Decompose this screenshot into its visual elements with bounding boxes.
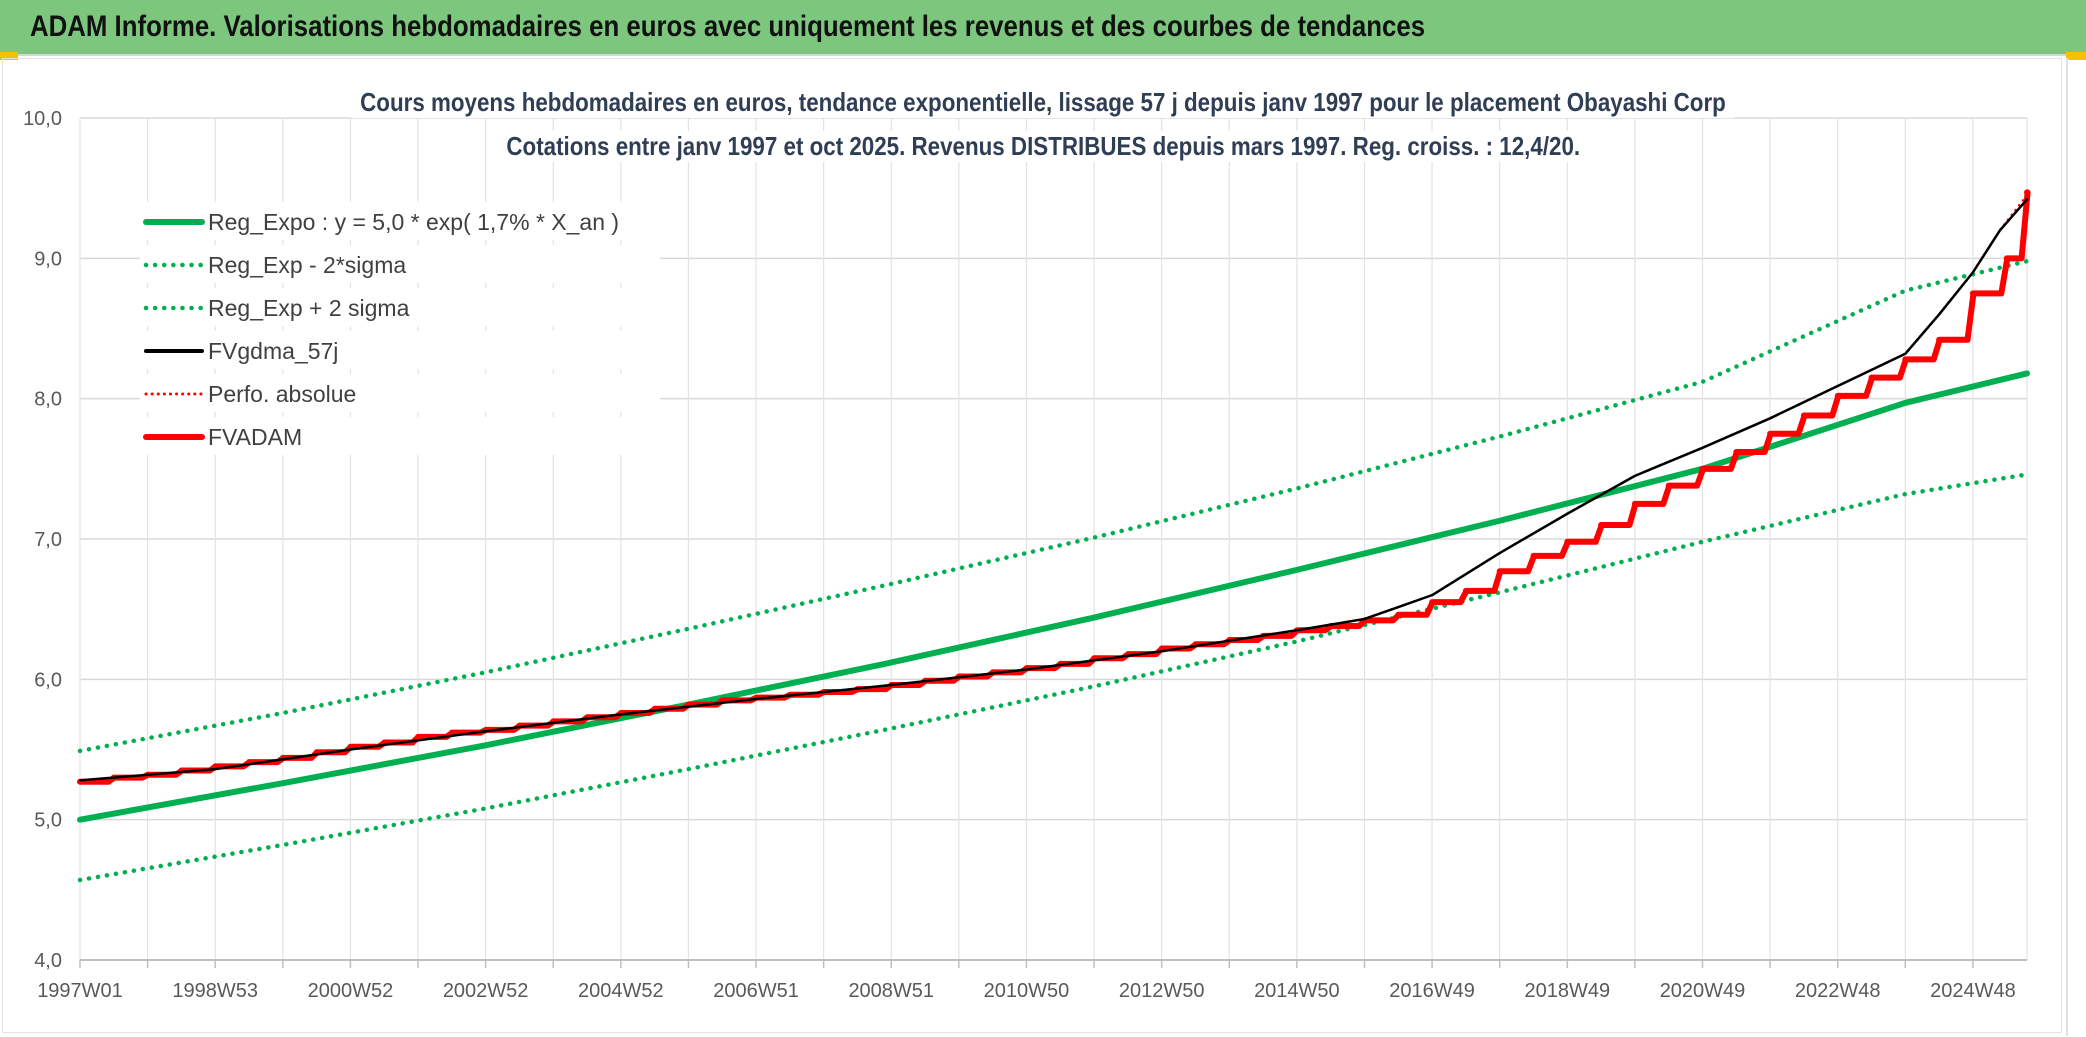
- report-title: ADAM Informe. Valorisations hebdomadaire…: [30, 10, 1426, 43]
- chart-subtitle-box: Cotations entre janv 1997 et oct 2025. R…: [0, 131, 2086, 162]
- x-tick-label: 1998W53: [172, 980, 258, 1002]
- report-header: ADAM Informe. Valorisations hebdomadaire…: [0, 0, 2086, 56]
- legend-label: FVgdma_57j: [208, 338, 338, 364]
- series-line-0: [77, 370, 2030, 823]
- x-tick-label: 2012W50: [1119, 980, 1205, 1002]
- y-tick-label: 6,0: [34, 669, 62, 691]
- chart-series-lines: [77, 189, 2031, 883]
- x-tick-label: 2018W49: [1524, 980, 1610, 1002]
- y-tick-label: 5,0: [34, 810, 62, 832]
- x-tick-label: 2002W52: [443, 980, 529, 1002]
- series-line-1: [77, 472, 2030, 883]
- x-tick-label: 1997W01: [37, 980, 123, 1002]
- x-tick-label: 2006W51: [713, 980, 799, 1002]
- x-tick-label: 2004W52: [578, 980, 664, 1002]
- chart-subtitle: Cotations entre janv 1997 et oct 2025. R…: [497, 131, 1589, 162]
- legend-bg: [140, 331, 660, 369]
- chart-title: Cours moyens hebdomadaires en euros, ten…: [351, 87, 1735, 118]
- x-tick-label: 2024W48: [1930, 980, 2016, 1002]
- x-tick-label: 2022W48: [1795, 980, 1881, 1002]
- series-line-3: [78, 198, 2029, 782]
- legend-label: Reg_Exp + 2 sigma: [208, 295, 410, 321]
- y-tick-label: 4,0: [34, 950, 62, 972]
- legend-label: FVADAM: [208, 424, 302, 450]
- y-tick-label: 8,0: [34, 389, 62, 411]
- chart-axes: 4,0 5,0 6,0 7,0 8,0 9,0 10,0 1997W01 1998W53 2000…: [23, 108, 2027, 1002]
- chart-frame: [2, 58, 2062, 1033]
- x-tick-label: 2016W49: [1389, 980, 1475, 1002]
- legend-label: Reg_Expo : y = 5,0 * exp( 1,7% * X_an ): [208, 209, 619, 235]
- y-tick-label: 10,0: [23, 108, 62, 130]
- legend-bg: [140, 245, 660, 283]
- series-line-2: [77, 258, 2030, 754]
- chart-grid: [79, 117, 2028, 961]
- corner-mark-left: [0, 52, 18, 60]
- chart-side-border: [2066, 58, 2068, 1036]
- legend-bg: [140, 374, 660, 412]
- legend-bg: [140, 202, 660, 240]
- x-tick-label: 2000W52: [308, 980, 394, 1002]
- x-tick-label: 2008W51: [848, 980, 934, 1002]
- legend-bg: [140, 417, 660, 455]
- x-tick-label: 2014W50: [1254, 980, 1340, 1002]
- chart-legend: Reg_Expo : y = 5,0 * exp( 1,7% * X_an ) R…: [140, 202, 660, 455]
- chart-title-box: Cours moyens hebdomadaires en euros, ten…: [0, 87, 2086, 118]
- corner-mark-right: [2066, 52, 2086, 60]
- x-tick-label: 2020W49: [1660, 980, 1746, 1002]
- y-tick-label: 7,0: [34, 529, 62, 551]
- y-tick-label: 9,0: [34, 248, 62, 270]
- legend-label: Perfo. absolue: [208, 381, 356, 407]
- legend-label: Reg_Exp - 2*sigma: [208, 252, 406, 278]
- x-tick-label: 2010W50: [984, 980, 1070, 1002]
- legend-bg: [140, 288, 660, 326]
